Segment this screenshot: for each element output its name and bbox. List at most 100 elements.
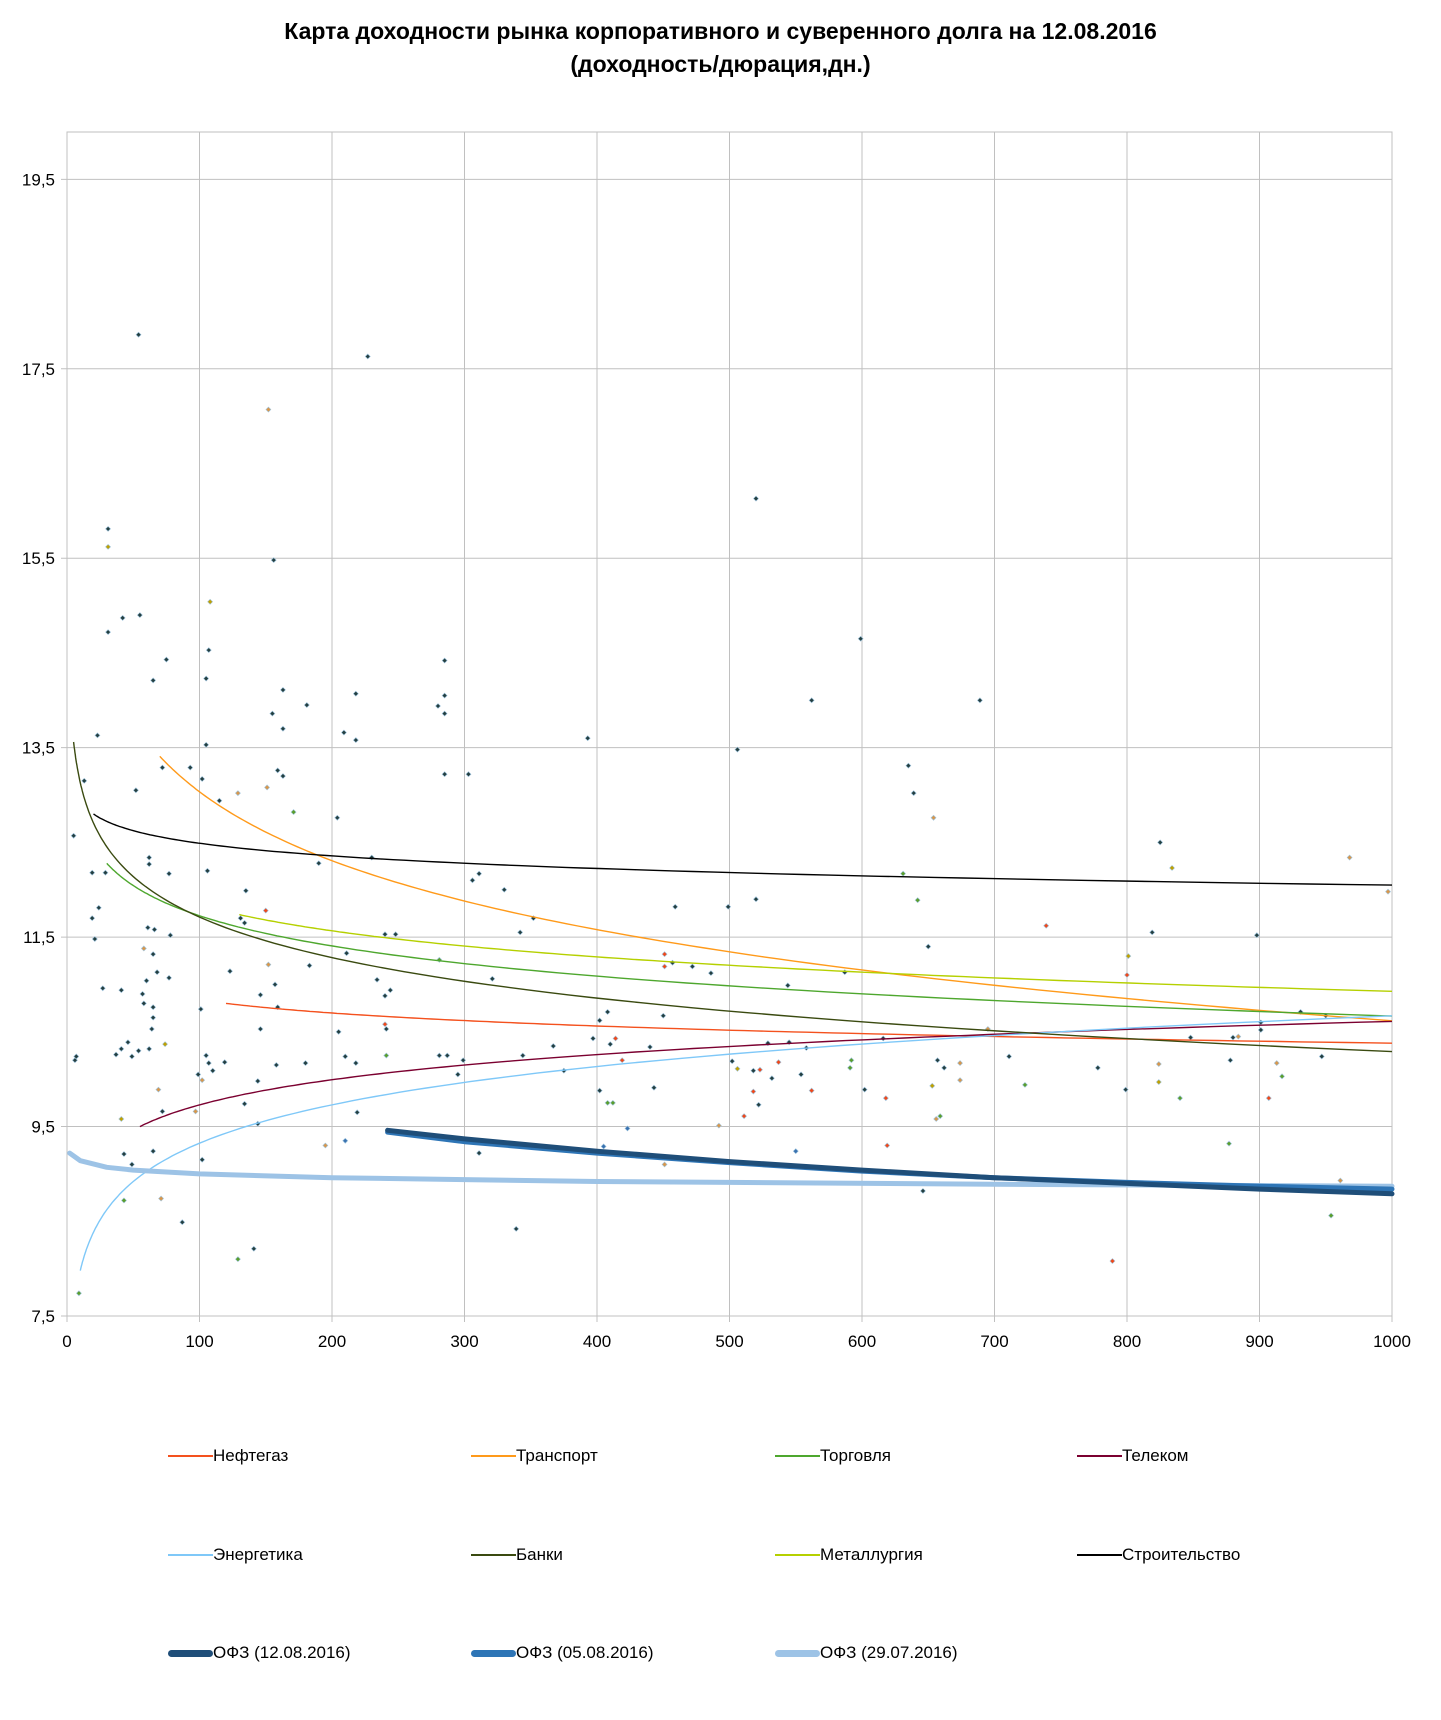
- data-point: [302, 1060, 309, 1067]
- data-point: [342, 1137, 349, 1144]
- data-point: [729, 1058, 736, 1065]
- data-point: [91, 936, 98, 942]
- data-point: [179, 1219, 186, 1226]
- data-point: [166, 974, 172, 981]
- data-point: [489, 975, 496, 982]
- data-point: [1346, 854, 1353, 861]
- data-point: [274, 767, 281, 774]
- data-point: [465, 771, 472, 778]
- data-point: [374, 976, 380, 983]
- data-point: [884, 1142, 891, 1149]
- data-point: [94, 732, 101, 739]
- trendline-Банки: [72, 741, 1393, 1053]
- data-point: [119, 614, 126, 621]
- data-point: [118, 987, 125, 994]
- data-point: [734, 1065, 741, 1072]
- x-tick-label: 900: [1245, 1332, 1273, 1351]
- data-point: [342, 1053, 349, 1060]
- data-point: [750, 1067, 757, 1074]
- legend-label: ОФЗ (05.08.2016): [516, 1643, 654, 1662]
- data-point: [741, 1113, 747, 1120]
- data-point: [146, 861, 153, 868]
- y-tick-label: 13,5: [22, 739, 55, 758]
- data-point: [352, 1060, 359, 1067]
- data-point: [209, 1067, 216, 1074]
- data-point: [584, 735, 591, 742]
- data-point: [1230, 1034, 1236, 1041]
- data-point: [882, 1095, 889, 1102]
- data-point: [216, 797, 223, 804]
- data-point: [768, 1075, 775, 1082]
- data-point: [203, 1052, 210, 1059]
- legend-item: Металлургия: [775, 1544, 923, 1566]
- data-point: [513, 1225, 520, 1232]
- data-point: [725, 903, 732, 910]
- data-point: [1149, 929, 1156, 936]
- data-point: [596, 1087, 603, 1094]
- data-point: [1318, 1053, 1325, 1060]
- data-point: [154, 969, 161, 976]
- data-point: [159, 1108, 166, 1115]
- data-point: [435, 703, 441, 709]
- data-point: [242, 887, 249, 894]
- data-point: [757, 1066, 763, 1073]
- data-point: [1155, 1079, 1162, 1085]
- legend-label: Нефтегаз: [213, 1446, 289, 1465]
- legend-line-icon: [168, 1455, 213, 1457]
- data-point: [590, 1035, 596, 1042]
- data-point: [235, 790, 241, 797]
- x-tick-label: 1000: [1373, 1332, 1411, 1351]
- data-point: [750, 1088, 757, 1095]
- data-point: [102, 869, 109, 876]
- data-point: [113, 1051, 119, 1058]
- data-point: [441, 710, 448, 717]
- data-point: [280, 725, 286, 732]
- data-point: [957, 1077, 963, 1084]
- data-point: [167, 932, 174, 939]
- data-point: [205, 647, 212, 654]
- data-point: [661, 951, 668, 958]
- data-point: [604, 1009, 611, 1015]
- data-point: [290, 809, 297, 816]
- x-tick-label: 500: [715, 1332, 743, 1351]
- data-point: [265, 961, 272, 968]
- x-tick-label: 600: [848, 1332, 876, 1351]
- data-point: [596, 1017, 603, 1024]
- data-point: [1187, 1034, 1194, 1041]
- data-point: [151, 926, 158, 933]
- data-point: [392, 931, 399, 938]
- x-tick-label: 100: [185, 1332, 213, 1351]
- data-point: [734, 746, 741, 753]
- data-point: [1257, 1027, 1264, 1033]
- data-point: [187, 764, 194, 771]
- data-point: [708, 970, 714, 977]
- y-tick-label: 15,5: [22, 549, 55, 568]
- legend-item: ОФЗ (12.08.2016): [168, 1642, 351, 1664]
- data-point: [280, 686, 286, 693]
- data-point: [335, 1028, 342, 1035]
- ofz-curve: [385, 1127, 1395, 1197]
- data-point: [382, 931, 388, 938]
- data-point: [364, 353, 371, 360]
- data-point: [792, 1148, 799, 1155]
- data-point: [1109, 1258, 1116, 1264]
- legend-line-icon: [1077, 1554, 1122, 1556]
- ofz-curve: [67, 1150, 1395, 1189]
- data-point: [99, 985, 106, 992]
- data-point: [607, 1041, 614, 1048]
- data-point: [150, 1004, 157, 1011]
- data-point: [207, 598, 214, 605]
- data-point: [798, 1071, 804, 1078]
- data-point: [105, 629, 111, 636]
- data-point: [1385, 888, 1391, 895]
- x-tick-label: 0: [62, 1332, 71, 1351]
- data-point: [280, 773, 286, 780]
- data-point: [70, 832, 77, 839]
- data-point: [155, 1086, 162, 1093]
- data-point: [354, 1109, 361, 1116]
- data-point: [784, 982, 791, 989]
- legend-item: ОФЗ (05.08.2016): [471, 1642, 654, 1664]
- data-point: [476, 870, 482, 877]
- data-point: [905, 762, 912, 769]
